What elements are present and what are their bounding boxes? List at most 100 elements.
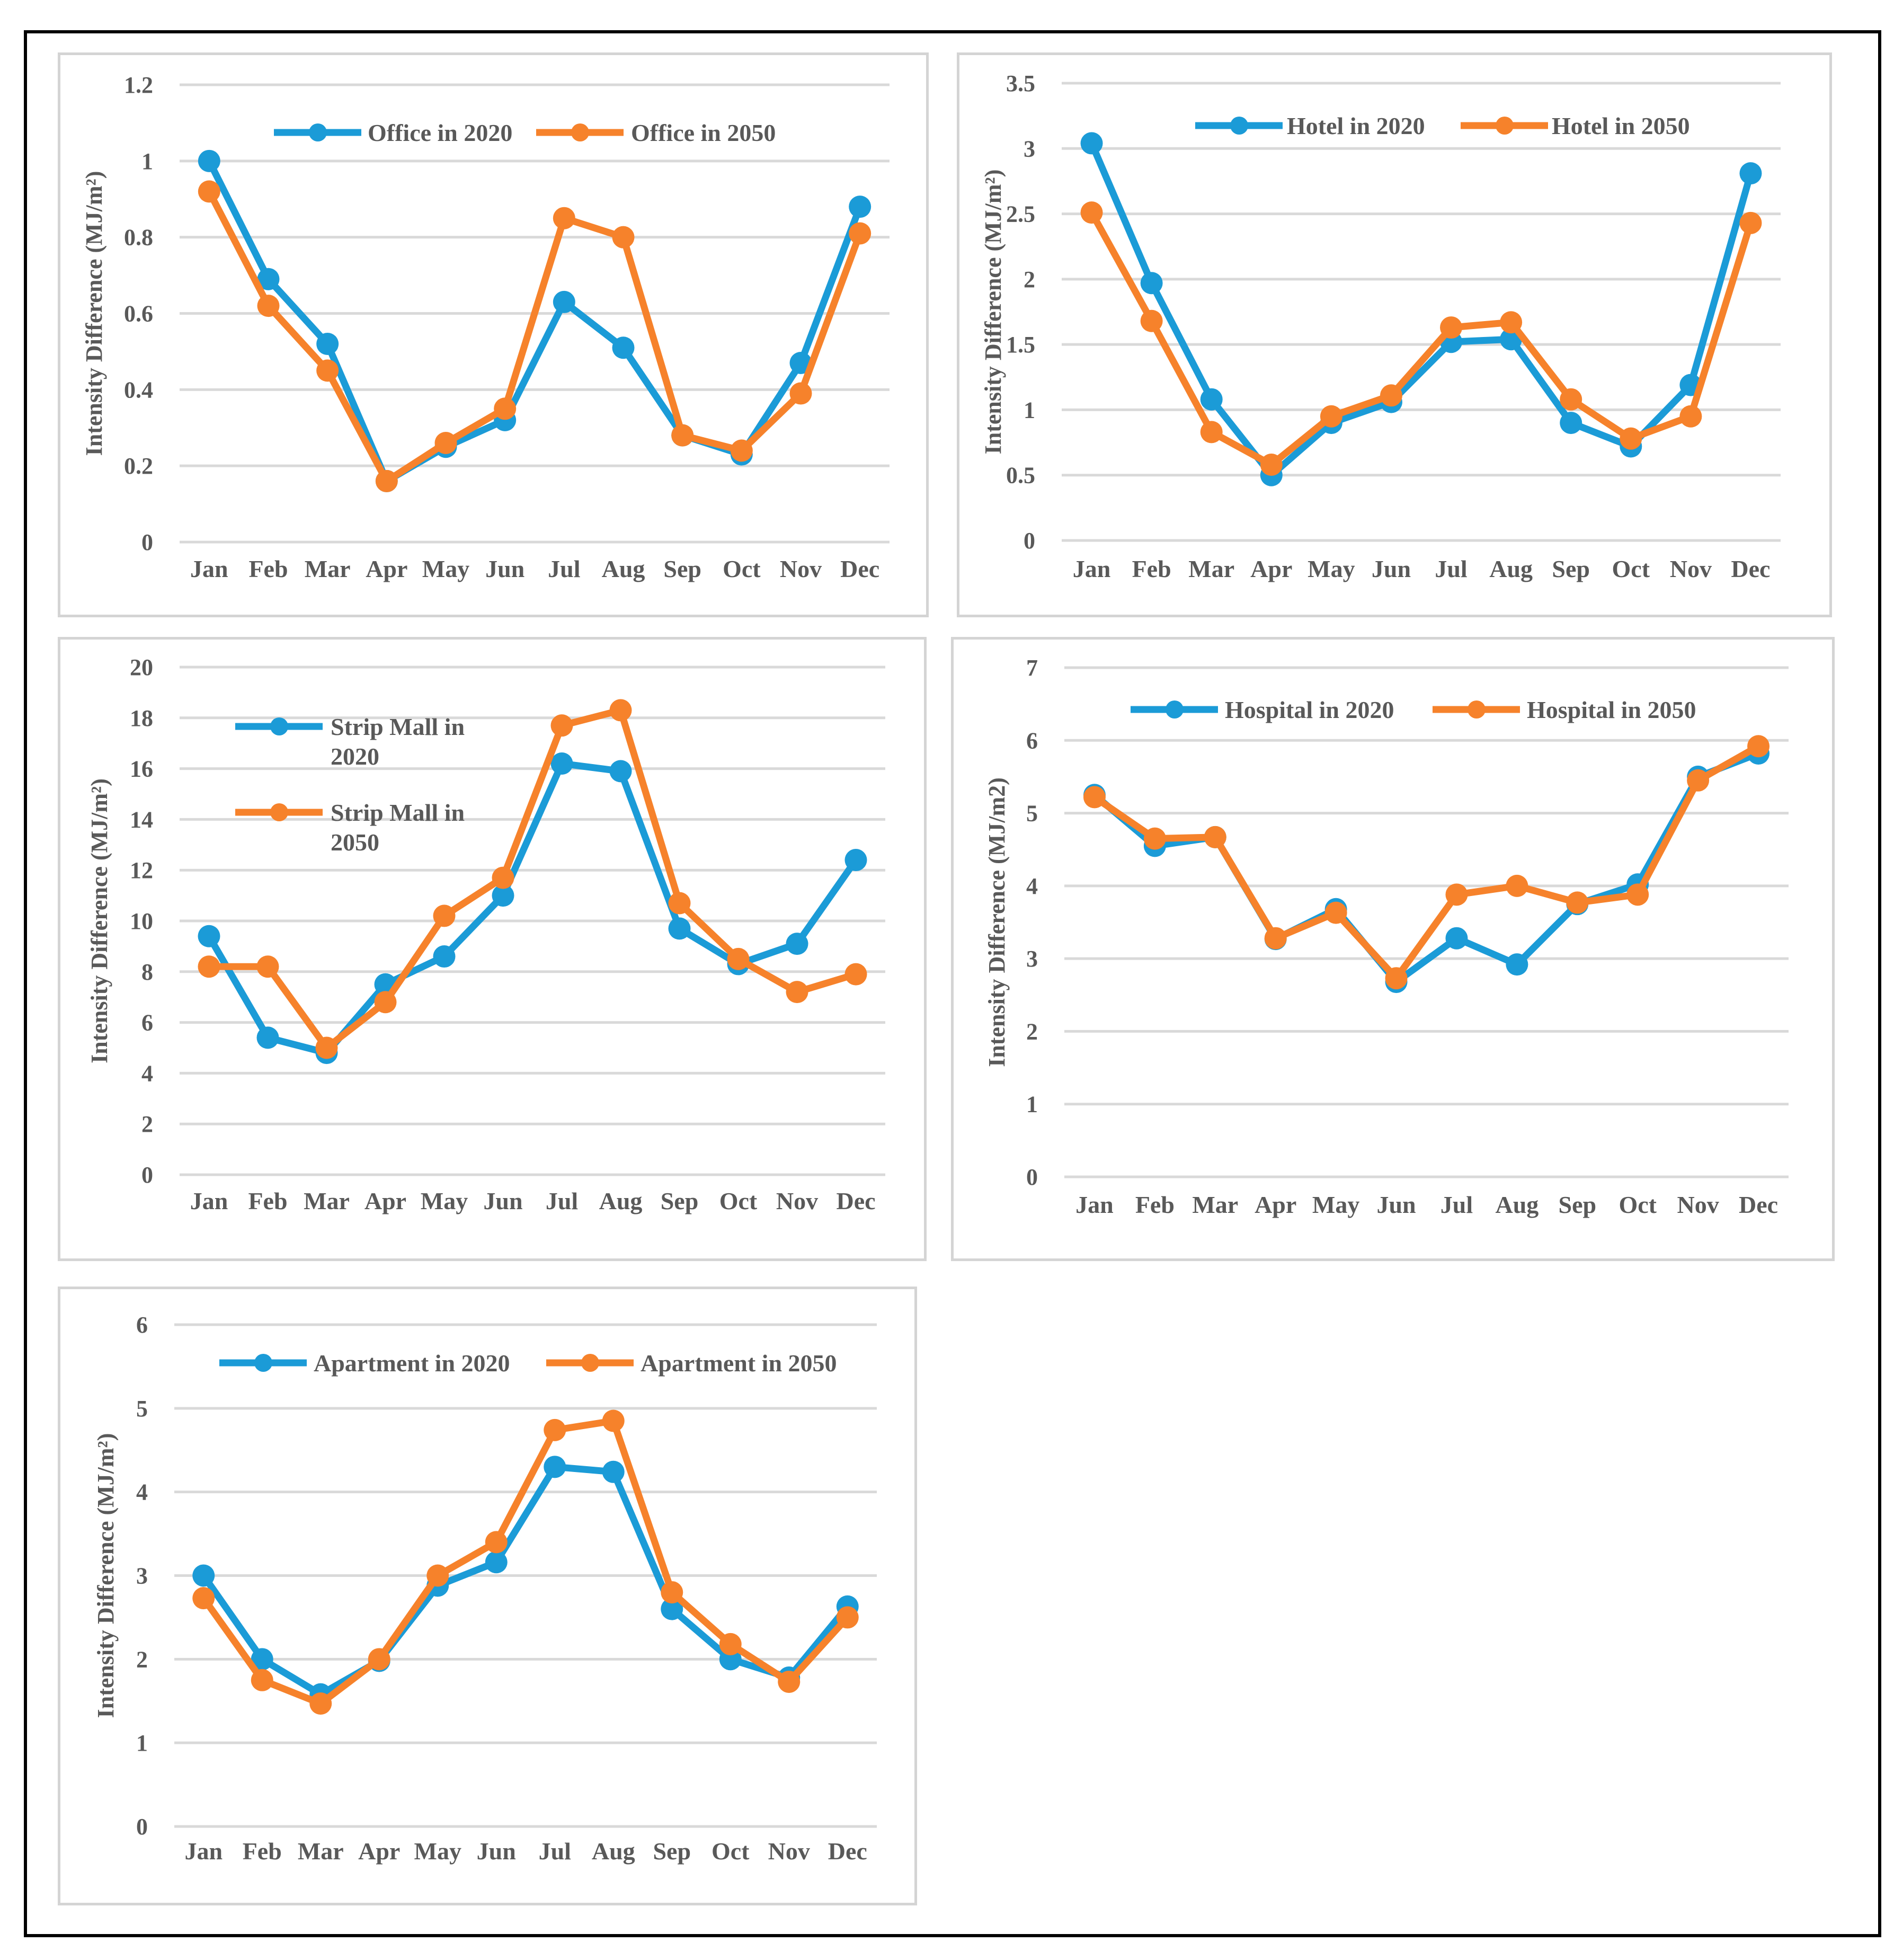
data-point-2050 (727, 947, 750, 970)
x-tick-label: Dec (840, 555, 879, 582)
x-tick-label: Apr (364, 1187, 406, 1214)
data-point-2020 (1080, 132, 1103, 155)
data-point-2020 (198, 149, 220, 172)
y-tick-label: 4 (1026, 873, 1038, 899)
data-point-2050 (1506, 874, 1528, 897)
x-tick-label: Jul (546, 1187, 578, 1214)
hospital-chart-svg: 0 1 2 3 4 5 6 7 Jan Feb Mar Apr May Jun Jul Aug Sep Oct No… (984, 655, 1789, 1218)
x-tick-label: Apr (1255, 1191, 1296, 1218)
legend-swatch-marker (581, 1354, 599, 1372)
data-point-2050 (433, 904, 456, 927)
data-point-2050 (553, 207, 575, 229)
y-tick-label: 1.2 (124, 72, 153, 98)
data-point-2050 (198, 180, 220, 203)
x-tick-label: Nov (768, 1838, 810, 1865)
data-point-2020 (602, 1460, 625, 1483)
x-tick-label: Apr (358, 1838, 400, 1865)
y-tick-label: 8 (141, 959, 153, 985)
data-point-2050 (1560, 388, 1582, 411)
legend-label: Hospital in 2020 (1225, 696, 1394, 723)
legend-swatch-marker (1230, 117, 1248, 135)
strip-mall-chart-panel: 0 2 4 6 8 10 12 14 16 18 20 Jan Feb Mar Apr May Jun Jul Au… (58, 637, 927, 1261)
x-tick-label: Sep (661, 1187, 699, 1214)
series-line-2020 (1091, 750, 1762, 986)
y-tick-label: 1 (1026, 1092, 1038, 1118)
y-tick-label: 4 (141, 1060, 153, 1086)
data-point-2050 (609, 699, 632, 722)
data-point-2050 (1083, 786, 1106, 809)
data-point-2050 (192, 1587, 215, 1610)
x-tick-label: Aug (1495, 1191, 1539, 1218)
legend-label: Strip Mall in 2050 (331, 799, 465, 856)
y-tick-label: 0.5 (1006, 463, 1035, 489)
x-tick-label: Dec (1731, 555, 1770, 582)
x-tick-label: Mar (304, 1187, 350, 1214)
legend-label: Apartment in 2020 (314, 1350, 510, 1377)
x-tick-label: Jun (477, 1838, 516, 1865)
x-tick-label: Mar (305, 555, 351, 582)
y-tick-label: 3 (136, 1563, 148, 1589)
legend-swatch-marker (571, 123, 589, 141)
x-tick-label: Sep (1552, 555, 1590, 582)
legend-label: Hospital in 2050 (1527, 696, 1696, 723)
data-point-2050 (257, 295, 280, 317)
y-tick-label: 0 (136, 1814, 148, 1840)
x-tick-label: Jun (485, 555, 524, 582)
y-tick-label: 1 (136, 1730, 148, 1756)
x-tick-label: Mar (1192, 1191, 1238, 1218)
data-point-2050 (849, 222, 872, 245)
y-tick-label: 16 (130, 756, 153, 782)
y-tick-label: 6 (141, 1010, 153, 1036)
x-tick-label: May (422, 555, 469, 582)
x-tick-label: Oct (1612, 555, 1650, 582)
data-point-2050 (730, 439, 753, 462)
y-tick-label: 14 (130, 806, 153, 832)
x-tick-label: May (1308, 555, 1355, 582)
data-point-2050 (309, 1692, 332, 1715)
x-tick-label: Jul (1435, 555, 1467, 582)
x-tick-label: Oct (719, 1187, 758, 1214)
x-tick-label: Jan (190, 1187, 228, 1214)
legend-swatch-marker (270, 803, 288, 821)
data-point-2050 (1385, 967, 1408, 990)
data-point-2050 (550, 714, 573, 737)
x-tick-label: Nov (1670, 555, 1712, 582)
x-tick-label: Jun (1376, 1191, 1416, 1218)
office-chart-svg: 0 0.2 0.4 0.6 0.8 1 1.2 Jan Feb Mar Apr May Jun Jul Au… (81, 72, 890, 582)
x-tick-label: Jan (190, 555, 228, 582)
apartment-chart-svg: 0 1 2 3 4 5 6 Jan Feb Mar Apr May Jun Jul Aug Sep Oct Nov… (93, 1312, 877, 1865)
x-tick-label: Jun (1372, 555, 1411, 582)
data-point-2050 (374, 991, 397, 1014)
data-point-2020 (550, 752, 573, 775)
data-point-2050 (671, 424, 694, 447)
y-tick-label: 2.5 (1006, 201, 1035, 227)
data-point-2050 (434, 432, 457, 455)
y-tick-label: 2 (136, 1646, 148, 1672)
data-point-2050 (1440, 316, 1463, 339)
legend-swatch-marker (1468, 700, 1486, 719)
x-tick-label: Jul (539, 1838, 571, 1865)
data-point-2020 (609, 760, 632, 783)
data-point-2050 (668, 892, 691, 915)
data-point-2050 (612, 226, 635, 249)
legend-label: Strip Mall in 2020 (331, 713, 465, 770)
series-line-2050 (200, 1417, 851, 1707)
hospital-chart-panel: 0 1 2 3 4 5 6 7 Jan Feb Mar Apr May Jun Jul Aug Sep Oct No… (951, 637, 1835, 1261)
data-point-2050 (1264, 927, 1287, 950)
office-chart-panel: 0 0.2 0.4 0.6 0.8 1 1.2 Jan Feb Mar Apr May Jun Jul Au… (58, 52, 929, 617)
data-point-2020 (257, 268, 280, 290)
x-tick-label: May (1312, 1191, 1359, 1218)
x-tick-label: Jan (1075, 1191, 1114, 1218)
y-tick-label: 0.4 (124, 377, 153, 403)
x-tick-label: Feb (1135, 1191, 1175, 1218)
y-tick-label: 10 (130, 908, 153, 934)
y-tick-label: 0 (1024, 528, 1035, 554)
data-point-2050 (1140, 309, 1163, 332)
x-tick-label: Feb (1132, 555, 1171, 582)
y-tick-label: 6 (1026, 728, 1038, 753)
data-point-2020 (485, 1551, 508, 1574)
y-tick-label: 18 (130, 705, 153, 731)
y-tick-label: 3 (1024, 136, 1035, 162)
data-point-2020 (553, 290, 575, 313)
data-point-2020 (668, 917, 691, 940)
